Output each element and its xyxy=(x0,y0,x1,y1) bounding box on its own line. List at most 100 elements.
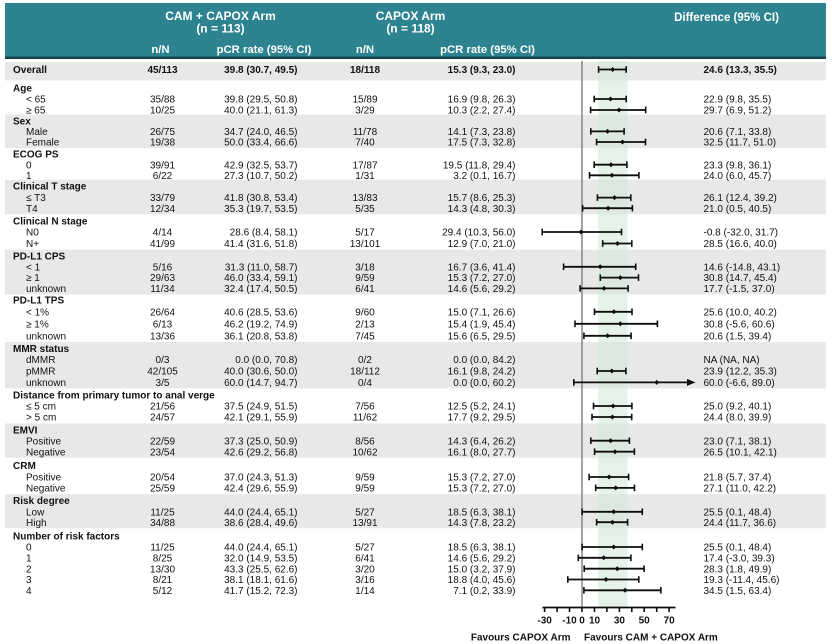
svg-text:6/41: 6/41 xyxy=(355,284,375,295)
svg-text:18.8 (4.0, 45.6): 18.8 (4.0, 45.6) xyxy=(448,575,516,586)
svg-text:37.5 (24.9, 51.5): 37.5 (24.9, 51.5) xyxy=(224,402,297,413)
svg-text:14.6 (5.6, 29.2): 14.6 (5.6, 29.2) xyxy=(448,553,516,564)
svg-text:≤ 5 cm: ≤ 5 cm xyxy=(26,402,56,413)
svg-text:High: High xyxy=(26,518,47,529)
svg-text:3.2 (0.1, 16.7): 3.2 (0.1, 16.7) xyxy=(453,171,515,182)
svg-text:-30: -30 xyxy=(537,616,552,627)
svg-text:MMR status: MMR status xyxy=(13,344,70,355)
svg-text:8/56: 8/56 xyxy=(355,436,375,447)
svg-text:17/87: 17/87 xyxy=(352,160,377,171)
svg-text:41.8 (30.8, 53.4): 41.8 (30.8, 53.4) xyxy=(224,193,297,204)
svg-text:3/18: 3/18 xyxy=(355,262,375,273)
svg-text:28.3 (1.8, 49.9): 28.3 (1.8, 49.9) xyxy=(704,564,772,575)
svg-text:5/17: 5/17 xyxy=(355,228,375,239)
svg-text:15.0 (7.1, 26.6): 15.0 (7.1, 26.6) xyxy=(448,307,516,318)
svg-text:Positive: Positive xyxy=(26,473,61,484)
svg-text:14.3 (7.8, 23.2): 14.3 (7.8, 23.2) xyxy=(448,518,516,529)
svg-text:35.3 (19.7, 53.5): 35.3 (19.7, 53.5) xyxy=(224,204,297,215)
svg-text:PD-L1 CPS: PD-L1 CPS xyxy=(13,252,66,263)
svg-text:> 5 cm: > 5 cm xyxy=(26,413,56,424)
svg-text:23.0 (7.1, 38.1): 23.0 (7.1, 38.1) xyxy=(704,436,772,447)
svg-text:8/21: 8/21 xyxy=(153,575,173,586)
svg-text:N0: N0 xyxy=(26,228,39,239)
svg-text:26/75: 26/75 xyxy=(150,127,175,138)
svg-text:15.4 (1.9, 45.4): 15.4 (1.9, 45.4) xyxy=(448,319,516,330)
svg-text:26.1 (12.4, 39.2): 26.1 (12.4, 39.2) xyxy=(704,193,777,204)
svg-text:28.6 (8.4, 58.1): 28.6 (8.4, 58.1) xyxy=(230,228,298,239)
svg-text:32.4 (17.4, 50.5): 32.4 (17.4, 50.5) xyxy=(224,284,297,295)
svg-text:22/59: 22/59 xyxy=(150,436,175,447)
svg-text:10.3 (2.2, 27.4): 10.3 (2.2, 27.4) xyxy=(448,106,516,117)
svg-text:34/88: 34/88 xyxy=(150,518,175,529)
svg-text:8/25: 8/25 xyxy=(153,553,173,564)
svg-text:0.0 (0.0, 60.2): 0.0 (0.0, 60.2) xyxy=(453,378,515,389)
svg-text:25/59: 25/59 xyxy=(150,484,175,495)
svg-text:16.1 (8.0, 27.7): 16.1 (8.0, 27.7) xyxy=(448,447,516,458)
svg-text:5/12: 5/12 xyxy=(153,586,173,597)
svg-text:22.9 (9.8, 35.5): 22.9 (9.8, 35.5) xyxy=(704,95,772,106)
svg-text:30.8 (-5.6, 60.6): 30.8 (-5.6, 60.6) xyxy=(704,319,775,330)
svg-text:0: 0 xyxy=(26,543,32,554)
svg-text:dMMR: dMMR xyxy=(26,355,55,366)
svg-text:1: 1 xyxy=(26,171,32,182)
svg-text:14.6 (5.6, 29.2): 14.6 (5.6, 29.2) xyxy=(448,284,516,295)
svg-text:13/101: 13/101 xyxy=(350,239,381,250)
svg-text:7/56: 7/56 xyxy=(355,402,375,413)
svg-text:32.5 (11.7, 51.0): 32.5 (11.7, 51.0) xyxy=(704,138,777,149)
svg-text:11/62: 11/62 xyxy=(353,413,378,424)
svg-text:14.3 (4.8, 30.3): 14.3 (4.8, 30.3) xyxy=(448,204,516,215)
svg-text:40.0 (21.1, 61.3): 40.0 (21.1, 61.3) xyxy=(224,106,297,117)
svg-text:23.9 (12.2, 35.3): 23.9 (12.2, 35.3) xyxy=(704,367,777,378)
svg-text:Sex: Sex xyxy=(13,116,31,127)
svg-text:46.2 (19.2, 74.9): 46.2 (19.2, 74.9) xyxy=(224,319,297,330)
svg-text:20.6 (7.1, 33.8): 20.6 (7.1, 33.8) xyxy=(704,127,772,138)
svg-text:37.0 (24.3, 51.3): 37.0 (24.3, 51.3) xyxy=(224,473,297,484)
svg-text:11/25: 11/25 xyxy=(150,543,175,554)
svg-text:11/78: 11/78 xyxy=(353,127,378,138)
svg-text:n/N: n/N xyxy=(356,44,374,56)
svg-text:Low: Low xyxy=(26,507,45,518)
svg-text:37.3 (25.0, 50.9): 37.3 (25.0, 50.9) xyxy=(224,436,297,447)
svg-text:15.3 (9.3, 23.0): 15.3 (9.3, 23.0) xyxy=(448,65,516,76)
svg-text:-0.8 (-32.0, 31.7): -0.8 (-32.0, 31.7) xyxy=(704,228,778,239)
svg-text:18/118: 18/118 xyxy=(350,65,380,76)
svg-text:7.1 (0.2, 33.9): 7.1 (0.2, 33.9) xyxy=(453,586,515,597)
svg-text:17.7 (9.2, 29.5): 17.7 (9.2, 29.5) xyxy=(448,413,516,424)
svg-text:15.3 (7.2, 27.0): 15.3 (7.2, 27.0) xyxy=(448,273,516,284)
svg-text:PD-L1 TPS: PD-L1 TPS xyxy=(13,295,64,306)
svg-text:18.5 (6.3, 38.1): 18.5 (6.3, 38.1) xyxy=(448,543,516,554)
svg-text:29/63: 29/63 xyxy=(150,273,175,284)
svg-text:0.0 (0.0, 70.8): 0.0 (0.0, 70.8) xyxy=(235,355,297,366)
svg-text:Age: Age xyxy=(13,84,32,95)
svg-text:44.0 (24.4, 65.1): 44.0 (24.4, 65.1) xyxy=(224,543,297,554)
svg-text:46.0 (33.4, 59.1): 46.0 (33.4, 59.1) xyxy=(224,273,297,284)
svg-text:pMMR: pMMR xyxy=(26,367,55,378)
svg-text:26/64: 26/64 xyxy=(150,307,175,318)
svg-text:15.0 (3.2, 37.9): 15.0 (3.2, 37.9) xyxy=(448,564,516,575)
svg-text:19.5 (11.8, 29.4): 19.5 (11.8, 29.4) xyxy=(443,160,516,171)
svg-text:24.6 (13.3, 35.5): 24.6 (13.3, 35.5) xyxy=(704,65,777,76)
svg-text:9/60: 9/60 xyxy=(355,307,375,318)
svg-text:1/31: 1/31 xyxy=(355,171,375,182)
svg-text:4: 4 xyxy=(26,586,32,597)
svg-text:15/89: 15/89 xyxy=(352,95,377,106)
svg-text:24.4 (8.0, 39.9): 24.4 (8.0, 39.9) xyxy=(704,413,772,424)
svg-text:Male: Male xyxy=(26,127,48,138)
svg-text:3/20: 3/20 xyxy=(355,564,375,575)
svg-text:2/13: 2/13 xyxy=(355,319,375,330)
svg-text:20/54: 20/54 xyxy=(150,473,175,484)
svg-text:27.1 (11.0, 42.2): 27.1 (11.0, 42.2) xyxy=(704,484,777,495)
svg-text:15.7 (8.6, 25.3): 15.7 (8.6, 25.3) xyxy=(448,193,516,204)
svg-text:n/N: n/N xyxy=(151,44,169,56)
svg-text:60.0 (-6.6, 89.0): 60.0 (-6.6, 89.0) xyxy=(704,378,775,389)
svg-text:13/83: 13/83 xyxy=(352,193,377,204)
svg-text:9/59: 9/59 xyxy=(355,273,375,284)
svg-text:16.9 (9.8, 26.3): 16.9 (9.8, 26.3) xyxy=(448,95,516,106)
svg-text:< 1: < 1 xyxy=(26,262,41,273)
svg-text:39.8 (29.5, 50.8): 39.8 (29.5, 50.8) xyxy=(224,95,297,106)
svg-text:30.8 (14.7, 45.4): 30.8 (14.7, 45.4) xyxy=(704,273,777,284)
svg-text:35/88: 35/88 xyxy=(150,95,175,106)
svg-text:≥ 1%: ≥ 1% xyxy=(26,319,49,330)
svg-text:44.0 (24.4, 65.1): 44.0 (24.4, 65.1) xyxy=(224,507,297,518)
svg-text:70: 70 xyxy=(664,616,676,627)
